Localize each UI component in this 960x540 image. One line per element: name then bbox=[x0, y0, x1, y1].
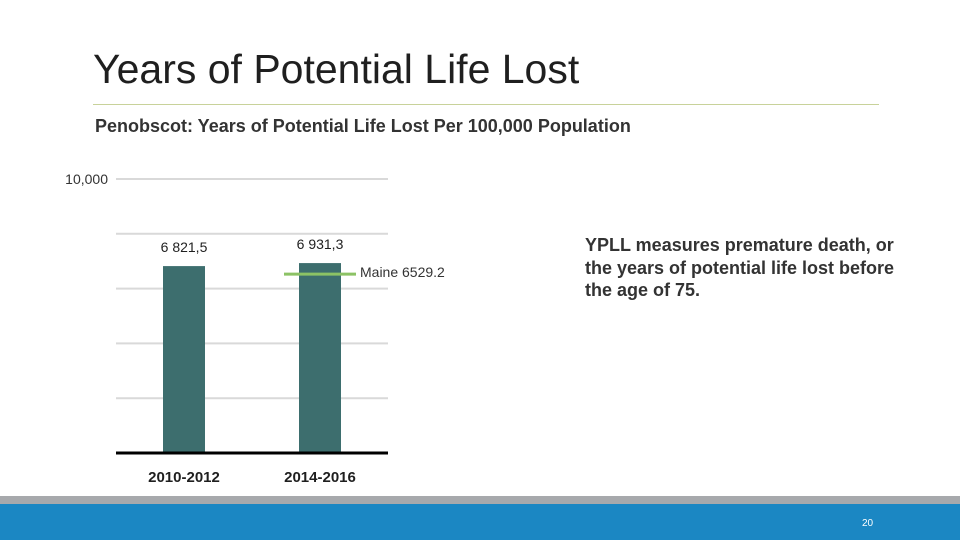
y-tick-label: 10,000 bbox=[65, 171, 108, 187]
slide-title: Years of Potential Life Lost bbox=[93, 46, 580, 92]
footer-bar bbox=[0, 504, 960, 540]
bar bbox=[299, 263, 341, 453]
page-number: 20 bbox=[862, 518, 874, 529]
footer-stripe bbox=[0, 496, 960, 504]
x-tick-label: 2014-2016 bbox=[284, 469, 356, 486]
x-tick-label: 2010-2012 bbox=[148, 469, 220, 486]
ypll-definition-note: YPLL measures premature death, or the ye… bbox=[585, 235, 895, 300]
reference-line-label: Maine 6529.2 bbox=[360, 264, 445, 280]
data-label: 6 931,3 bbox=[297, 236, 344, 252]
data-label: 6 821,5 bbox=[161, 239, 208, 255]
bar bbox=[163, 266, 205, 453]
title-divider bbox=[93, 104, 879, 105]
chart-title: Penobscot: Years of Potential Life Lost … bbox=[95, 116, 631, 136]
